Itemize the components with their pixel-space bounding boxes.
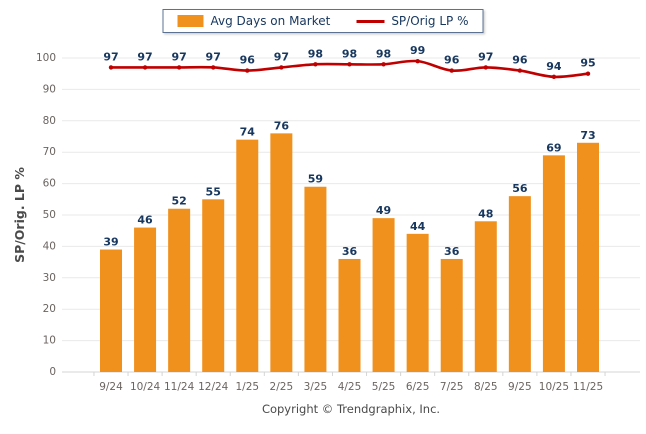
y-axis-tick-label: 10 (43, 335, 56, 347)
y-axis-title: SP/Orig. LP % (12, 167, 27, 263)
bar-4/25 (338, 258, 361, 372)
bar-value-label: 59 (308, 173, 323, 186)
bar-10/25 (542, 155, 565, 372)
line-value-label: 96 (512, 54, 528, 67)
line-point-marker (176, 65, 182, 70)
legend-item-avg-days-on-market: Avg Days on Market (177, 14, 331, 28)
bar-5/25 (372, 218, 395, 372)
y-axis-tick-label: 70 (43, 146, 56, 158)
line-value-label: 95 (580, 57, 595, 70)
y-axis-tick-label: 60 (43, 178, 56, 190)
copyright-text: Copyright © Trendgraphix, Inc. (261, 402, 441, 416)
x-axis-tick-label: 8/25 (474, 381, 498, 393)
line-point-marker (449, 68, 454, 73)
bar-value-label: 76 (274, 119, 290, 132)
bar-6/25 (406, 233, 429, 372)
line-point-marker (211, 65, 216, 70)
line-point-marker (483, 65, 488, 70)
line-value-label: 98 (308, 47, 323, 60)
bar-value-label: 56 (512, 182, 528, 195)
bar-1/25 (236, 139, 259, 372)
line-point-marker (347, 62, 352, 67)
bar-value-label: 49 (376, 204, 391, 217)
bar-value-label: 52 (171, 195, 186, 208)
bar-value-label: 69 (546, 141, 561, 154)
x-axis-tick-label: 12/24 (198, 381, 229, 393)
legend-label-avg-days-on-market: Avg Days on Market (210, 14, 331, 28)
y-axis-tick-label: 30 (43, 272, 56, 284)
line-series-swatch-icon (356, 19, 385, 23)
line-value-label: 97 (103, 50, 118, 63)
line-point-marker (585, 71, 591, 76)
line-value-label: 96 (444, 54, 460, 67)
line-value-label: 96 (240, 54, 256, 67)
bar-7/25 (440, 258, 463, 372)
bar-12/24 (202, 199, 225, 372)
x-axis-tick-label: 4/25 (338, 381, 362, 393)
bar-value-label: 74 (240, 126, 256, 139)
line-point-marker (415, 58, 420, 64)
bar-value-label: 46 (137, 214, 153, 227)
bar-11/25 (577, 142, 599, 372)
bar-value-label: 48 (478, 207, 493, 220)
x-axis-tick-label: 11/24 (164, 381, 195, 393)
line-point-marker (313, 62, 318, 67)
bar-10/24 (134, 227, 157, 372)
bar-9/24 (100, 249, 122, 372)
bar-value-label: 44 (410, 220, 426, 233)
line-point-marker (381, 62, 386, 67)
y-axis-tick-label: 0 (49, 366, 56, 378)
line-value-label: 94 (546, 60, 562, 73)
line-point-marker (142, 65, 148, 70)
line-value-label: 97 (206, 50, 221, 63)
bar-value-label: 39 (103, 236, 118, 249)
x-axis-tick-label: 9/25 (508, 381, 532, 393)
bar-value-label: 73 (580, 129, 595, 142)
line-value-label: 98 (376, 47, 391, 60)
x-axis-tick-label: 6/25 (406, 381, 430, 393)
x-axis-tick-label: 3/25 (304, 381, 328, 393)
y-axis-tick-label: 40 (43, 240, 56, 252)
x-axis-tick-label: 10/25 (539, 381, 569, 393)
x-axis-tick-label: 1/25 (235, 381, 259, 393)
bar-2/25 (270, 133, 293, 372)
line-value-label: 97 (274, 50, 289, 63)
line-value-label: 97 (478, 50, 493, 63)
bar-9/25 (508, 196, 531, 372)
bar-3/25 (304, 186, 327, 372)
x-axis-tick-label: 11/25 (573, 381, 603, 393)
line-point-marker (108, 65, 114, 70)
y-axis-tick-label: 80 (43, 115, 56, 127)
line-value-label: 97 (137, 50, 152, 63)
legend-label-sp-orig-lp: SP/Orig LP % (391, 14, 469, 28)
x-axis-tick-label: 9/24 (99, 381, 123, 393)
line-point-marker (279, 65, 284, 70)
x-axis-tick-label: 7/25 (440, 381, 464, 393)
line-point-marker (245, 68, 250, 73)
legend-item-sp-orig-lp: SP/Orig LP % (356, 14, 469, 28)
line-value-label: 99 (410, 44, 425, 57)
line-value-label: 98 (342, 47, 357, 60)
bar-value-label: 36 (342, 245, 358, 258)
line-point-marker (517, 68, 523, 73)
x-axis-tick-label: 2/25 (270, 381, 294, 393)
bar-11/24 (168, 208, 191, 372)
line-point-marker (551, 74, 557, 80)
y-axis-tick-label: 50 (43, 209, 56, 221)
line-value-label: 97 (171, 50, 186, 63)
x-axis-tick-label: 5/25 (372, 381, 396, 393)
y-axis-tick-label: 20 (43, 303, 56, 315)
bar-value-label: 36 (444, 245, 460, 258)
bar-series-swatch-icon (177, 15, 204, 27)
x-axis-tick-label: 10/24 (130, 381, 161, 393)
y-axis-tick-label: 100 (36, 52, 56, 64)
bar-8/25 (474, 221, 497, 372)
bar-value-label: 55 (206, 185, 221, 198)
y-axis-tick-label: 90 (43, 83, 56, 95)
chart-legend: Avg Days on Market SP/Orig LP % (162, 9, 484, 33)
